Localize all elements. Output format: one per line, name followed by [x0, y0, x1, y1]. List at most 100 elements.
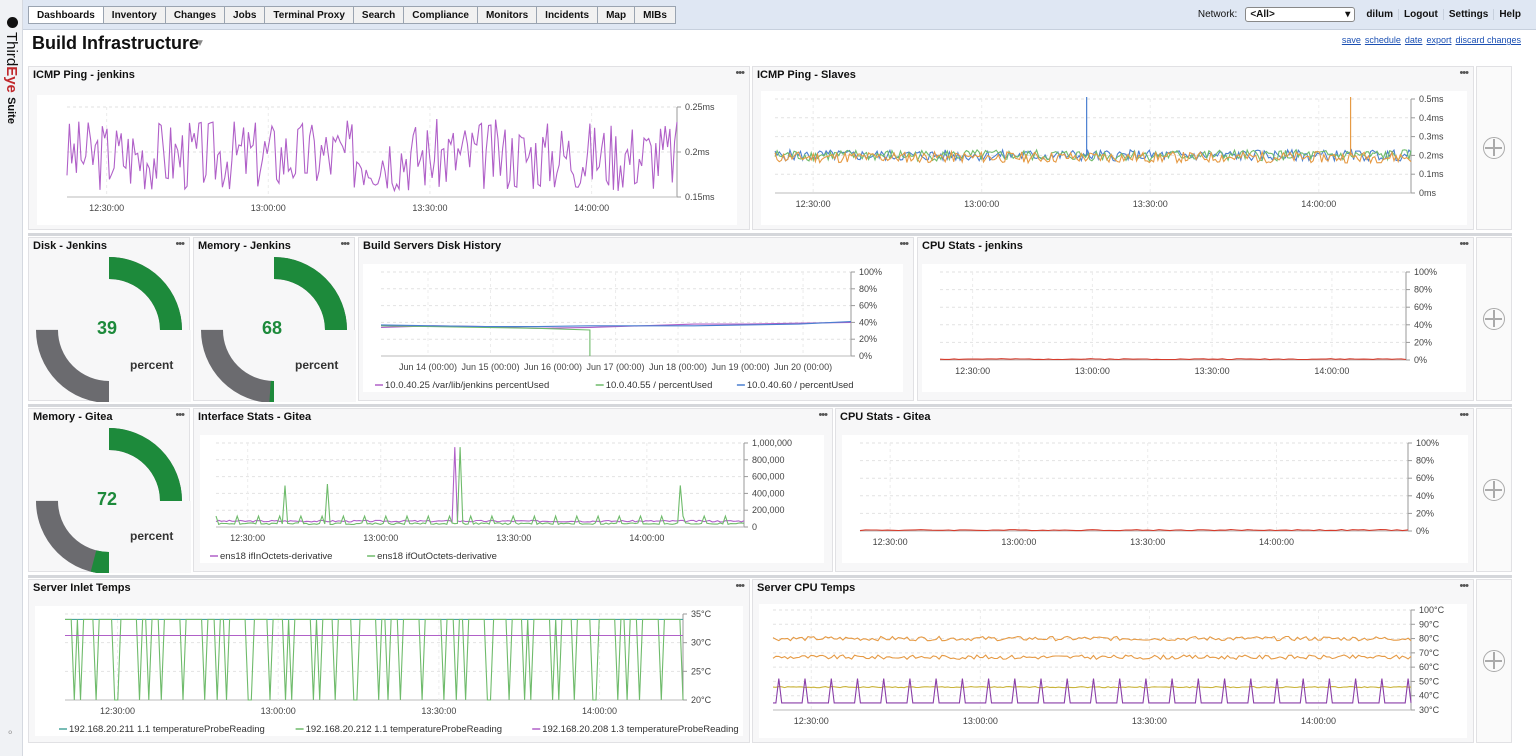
- brand-logo-text: ThirdEye Suite: [3, 32, 20, 124]
- settings-link[interactable]: Settings: [1444, 9, 1495, 20]
- gauge-value: 68: [262, 318, 283, 338]
- panel-cpu-temps: Server CPU Temps ••• 30°C 40°C 50°C 60°C 70°…: [752, 579, 1474, 743]
- username[interactable]: dilum: [1361, 9, 1399, 20]
- add-panel-icon[interactable]: [1483, 650, 1505, 672]
- title-dropdown-icon[interactable]: ▼: [195, 38, 205, 49]
- x-tick-label: 13:30:00: [421, 706, 456, 716]
- add-panel-icon[interactable]: [1483, 308, 1505, 330]
- x-tick-label: 12:30:00: [89, 203, 124, 213]
- chart-inlet-temps-svg: 20°C 25°C 30°C 35°C 12:30:00 13:00:00 13:30:00…: [59, 609, 739, 735]
- tab-changes[interactable]: Changes: [165, 6, 226, 24]
- gauge-memory-jenkins: [201, 257, 356, 402]
- tab-dashboards[interactable]: Dashboards: [28, 6, 104, 24]
- chart-icmp-slaves-svg: 0ms 0.1ms 0.2ms 0.3ms 0.4ms 0.5ms 12:30:00 13:0…: [774, 94, 1444, 209]
- panel-menu-icon[interactable]: •••: [1459, 238, 1469, 250]
- tab-monitors[interactable]: Monitors: [477, 6, 538, 24]
- x-tick-label: 13:30:00: [412, 203, 447, 213]
- y-tick-label: 90°C: [1419, 619, 1440, 629]
- x-tick-label: 13:00:00: [1075, 366, 1110, 376]
- series-line: [774, 148, 1412, 163]
- add-panel-icon[interactable]: [1483, 137, 1505, 159]
- panel-memory-jenkins: Memory - Jenkins ••• 68 percent: [193, 237, 356, 402]
- save-link[interactable]: save: [1341, 35, 1361, 45]
- chart-cpu-jenkins-svg: 0% 20% 40% 60% 80% 100% 12:30:00 13:00:00 13:30:…: [939, 267, 1437, 376]
- chart-cpu-jenkins: 0% 20% 40% 60% 80% 100% 12:30:00 13:00:00 13:30:…: [922, 264, 1466, 392]
- y-tick-label: 0.2ms: [685, 147, 710, 157]
- chart-interface-gitea: 0 200,000 400,000 600,000 800,000 1,000,000 12…: [200, 435, 824, 563]
- panel-menu-icon[interactable]: •••: [1459, 409, 1469, 421]
- tab-search[interactable]: Search: [353, 6, 405, 24]
- gauge-unit: percent: [130, 358, 174, 372]
- gauge-value: 39: [97, 318, 118, 338]
- export-link[interactable]: export: [1426, 35, 1452, 45]
- x-tick-label: 13:30:00: [1132, 716, 1167, 726]
- x-tick-label: Jun 17 (00:00): [587, 362, 645, 372]
- x-tick-label: 12:30:00: [794, 716, 829, 726]
- x-tick-label: 14:00:00: [574, 203, 609, 213]
- y-tick-label: 100%: [1414, 267, 1437, 277]
- add-panel-icon[interactable]: [1483, 479, 1505, 501]
- row-divider: [28, 404, 1512, 407]
- series-line: [939, 358, 1407, 361]
- y-tick-label: 0.15ms: [685, 192, 715, 202]
- gauge-disk-jenkins: [36, 257, 191, 402]
- y-tick-label: 25°C: [691, 666, 712, 676]
- tab-inventory[interactable]: Inventory: [103, 6, 166, 24]
- y-tick-label: 0.2ms: [1419, 150, 1444, 160]
- panel-menu-icon[interactable]: •••: [735, 580, 745, 592]
- add-panel-column: [1476, 408, 1512, 572]
- y-tick-label: 40°C: [1419, 691, 1440, 701]
- panel-menu-icon[interactable]: •••: [340, 238, 350, 250]
- x-tick-label: 12:30:00: [100, 706, 135, 716]
- x-tick-label: 12:30:00: [955, 366, 990, 376]
- panel-menu-icon[interactable]: •••: [175, 409, 185, 421]
- panel-icmp-slaves: ICMP Ping - Slaves ••• 0ms 0.1ms 0.2ms 0.3m…: [752, 66, 1474, 230]
- tab-compliance[interactable]: Compliance: [404, 6, 478, 24]
- series-line: [859, 529, 1409, 532]
- panel-menu-icon[interactable]: •••: [818, 409, 828, 421]
- y-tick-label: 200,000: [752, 505, 785, 515]
- user-toolbar: Network: <All> ▾ dilum Logout Settings H…: [1198, 7, 1526, 22]
- collapse-icon[interactable]: ⚬: [6, 728, 15, 739]
- tab-mibs[interactable]: MIBs: [635, 6, 676, 24]
- x-tick-label: 12:30:00: [796, 199, 831, 209]
- date-link[interactable]: date: [1404, 35, 1423, 45]
- x-tick-label: 14:00:00: [629, 533, 664, 543]
- x-tick-label: 13:00:00: [963, 716, 998, 726]
- y-tick-label: 0%: [1416, 526, 1429, 536]
- tab-terminal-proxy[interactable]: Terminal Proxy: [265, 6, 354, 24]
- panel-menu-icon[interactable]: •••: [1459, 580, 1469, 592]
- tab-map[interactable]: Map: [598, 6, 636, 24]
- panel-title: ICMP Ping - jenkins: [33, 69, 135, 81]
- x-tick-label: 13:00:00: [251, 203, 286, 213]
- panel-menu-icon[interactable]: •••: [899, 238, 909, 250]
- tab-jobs[interactable]: Jobs: [225, 6, 266, 24]
- y-tick-label: 0%: [859, 351, 872, 361]
- x-tick-label: 14:00:00: [1301, 199, 1336, 209]
- series-line: [774, 149, 1412, 165]
- y-tick-label: 30°C: [1419, 705, 1440, 715]
- series-line: [774, 148, 1412, 163]
- network-select[interactable]: <All> ▾: [1245, 7, 1356, 22]
- y-tick-label: 100°C: [1419, 605, 1445, 615]
- chart-icmp-jenkins: 0.15ms 0.2ms 0.25ms 12:30:00 13:00:00 13:30:0…: [37, 95, 737, 225]
- y-tick-label: 20°C: [691, 695, 712, 705]
- y-tick-label: 70°C: [1419, 648, 1440, 658]
- y-tick-label: 0.25ms: [685, 102, 715, 112]
- tab-incidents[interactable]: Incidents: [537, 6, 599, 24]
- panel-menu-icon[interactable]: •••: [1459, 67, 1469, 79]
- x-tick-label: Jun 15 (00:00): [461, 362, 519, 372]
- y-tick-label: 50°C: [1419, 676, 1440, 686]
- legend-label: 10.0.40.25 /var/lib/jenkins percentUsed: [385, 380, 549, 391]
- panel-title: Server Inlet Temps: [33, 582, 131, 594]
- chart-interface-gitea-svg: 0 200,000 400,000 600,000 800,000 1,000,000 12…: [210, 438, 792, 562]
- schedule-link[interactable]: schedule: [1364, 35, 1401, 45]
- discard-changes-link[interactable]: discard changes: [1455, 35, 1521, 45]
- x-tick-label: 13:30:00: [496, 533, 531, 543]
- y-tick-label: 80%: [859, 284, 877, 294]
- panel-menu-icon[interactable]: •••: [175, 238, 185, 250]
- add-panel-column: [1476, 237, 1512, 401]
- help-link[interactable]: Help: [1499, 9, 1521, 20]
- logout-link[interactable]: Logout: [1399, 9, 1444, 20]
- panel-menu-icon[interactable]: •••: [735, 67, 745, 79]
